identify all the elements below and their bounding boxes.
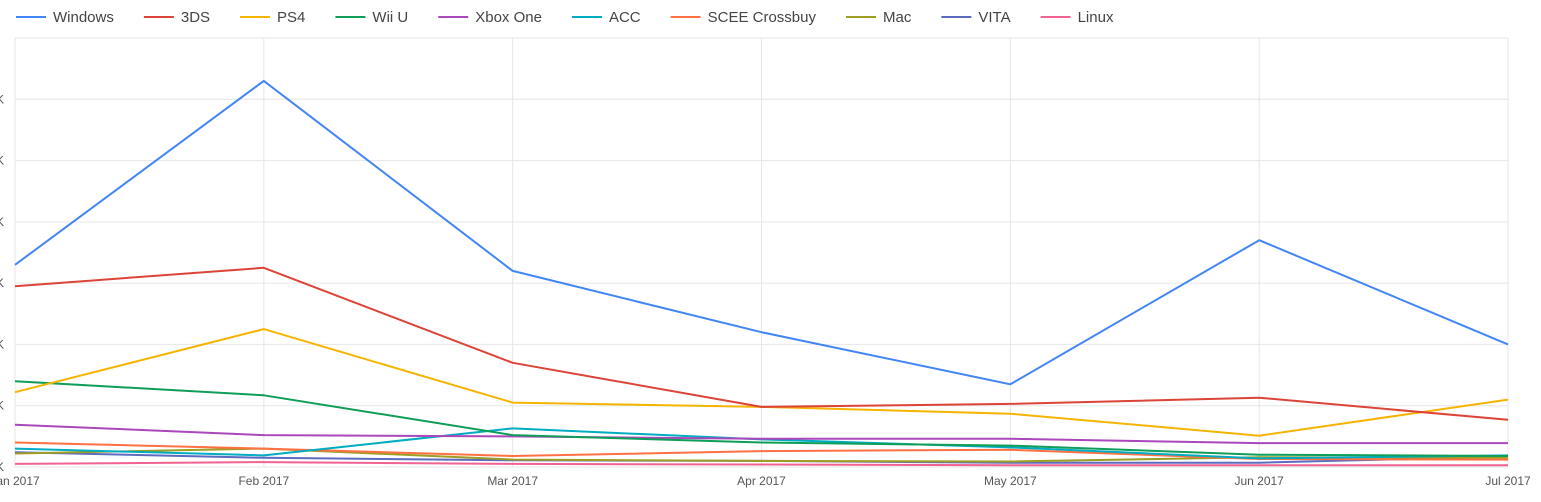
x-tick-label: Jun 2017 [1234, 474, 1284, 488]
x-tick-label: Feb 2017 [238, 474, 289, 488]
legend-label: VITA [978, 9, 1010, 26]
y-axis-ticks: K K K K K K K [0, 92, 4, 474]
y-tick-label: K [0, 337, 4, 351]
legend-label: Linux [1078, 9, 1114, 26]
legend-label: PS4 [277, 9, 305, 26]
series-lines [14, 79, 1509, 467]
legend-item-acc[interactable]: ACC [571, 9, 641, 26]
legend-item-3ds[interactable]: 3DS [143, 9, 210, 26]
x-tick-label: May 2017 [984, 474, 1037, 488]
series-line-linux [14, 461, 1508, 467]
series-line-xbox-one [14, 423, 1508, 445]
legend-label: Mac [883, 9, 912, 26]
legend-item-linux[interactable]: Linux [1040, 9, 1114, 26]
x-tick-label: Jan 2017 [0, 474, 40, 488]
series-line-3ds [14, 266, 1509, 421]
y-tick-label: K [0, 154, 4, 168]
series-line-windows [14, 79, 1509, 386]
legend-item-xbox-one[interactable]: Xbox One [438, 9, 542, 26]
legend-label: SCEE Crossbuy [708, 9, 817, 26]
legend-label: ACC [609, 9, 641, 26]
y-tick-label: K [0, 276, 4, 290]
x-tick-label: Apr 2017 [737, 474, 786, 488]
legend-item-vita[interactable]: VITA [941, 9, 1011, 26]
x-tick-label: Jul 2017 [1485, 474, 1531, 488]
y-tick-label: K [0, 215, 4, 229]
legend: Windows 3DS PS4 Wii U Xbox One ACC SCEE Crossb… [16, 9, 1114, 26]
x-tick-label: Mar 2017 [487, 474, 538, 488]
legend-label: Windows [53, 9, 114, 26]
legend-label: Wii U [372, 9, 408, 26]
y-tick-label: K [0, 399, 4, 413]
legend-item-windows[interactable]: Windows [16, 9, 114, 26]
legend-label: 3DS [181, 9, 210, 26]
y-tick-label: K [0, 92, 4, 106]
series-line-wii-u [14, 380, 1509, 457]
legend-item-scee-crossbuy[interactable]: SCEE Crossbuy [670, 9, 817, 26]
legend-item-mac[interactable]: Mac [846, 9, 912, 26]
y-tick-label: K [0, 460, 4, 474]
x-axis-ticks: Jan 2017 Feb 2017 Mar 2017 Apr 2017 May 2017… [0, 474, 1531, 488]
grid [14, 37, 1509, 468]
legend-item-wii-u[interactable]: Wii U [335, 9, 408, 26]
legend-item-ps4[interactable]: PS4 [240, 9, 305, 26]
legend-label: Xbox One [475, 9, 542, 26]
